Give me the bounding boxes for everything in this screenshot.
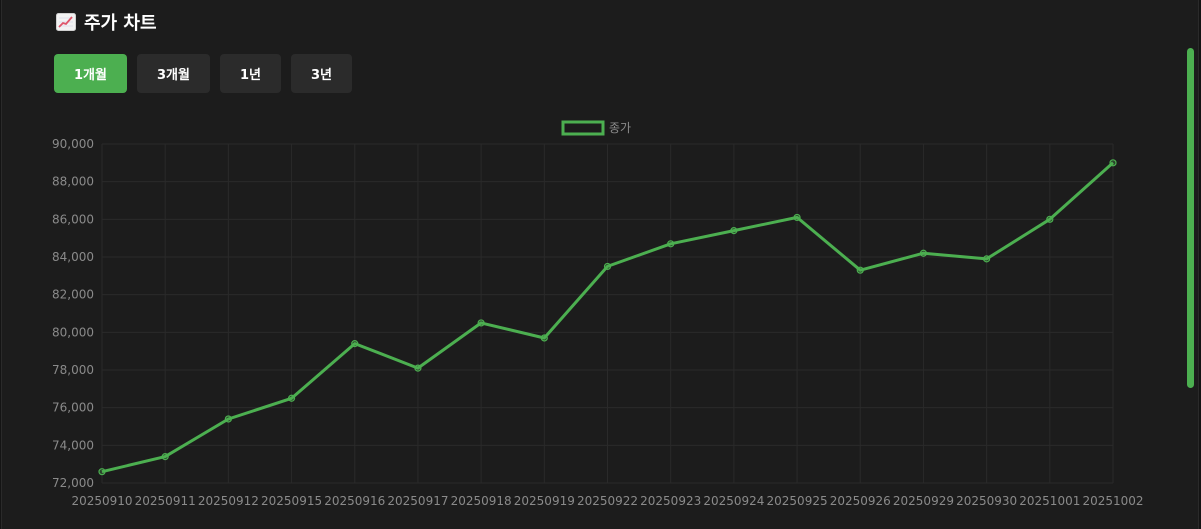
chart-grid <box>101 143 1114 484</box>
x-tick-label: 20250922 <box>577 494 638 508</box>
data-point[interactable] <box>793 213 801 222</box>
range-button-3m[interactable]: 3개월 <box>136 54 210 93</box>
x-tick-label: 20250911 <box>135 494 196 508</box>
range-button-3y[interactable]: 3년 <box>290 54 352 93</box>
x-tick-label: 20250916 <box>324 494 385 508</box>
x-tick-label: 20250930 <box>956 494 1017 508</box>
x-tick-label: 20250918 <box>451 494 512 508</box>
data-point[interactable] <box>351 340 359 348</box>
y-tick-label: 78,000 <box>52 363 94 377</box>
legend-label: 종가 <box>609 121 631 135</box>
price-line-chart: 종가 72,000 74,000 76,000 78,000 80,000 82,000 8… <box>52 120 1144 508</box>
range-selector: 1개월 3개월 1년 3년 <box>54 54 352 93</box>
chart-legend: 종가 <box>561 120 631 136</box>
y-tick-label: 76,000 <box>52 401 94 415</box>
series-line-close <box>101 161 1114 474</box>
y-tick-label: 90,000 <box>52 137 94 151</box>
y-tick-label: 74,000 <box>52 438 94 452</box>
data-point[interactable] <box>414 364 422 372</box>
data-point[interactable] <box>730 227 738 235</box>
y-tick-label: 84,000 <box>52 250 94 264</box>
x-tick-label: 20251001 <box>1019 494 1080 508</box>
range-button-1y[interactable]: 1년 <box>219 54 281 93</box>
data-point[interactable] <box>477 319 485 327</box>
data-point[interactable] <box>98 468 106 476</box>
page-title-text: 주가 차트 <box>84 13 157 34</box>
chart-increasing-icon <box>56 13 76 31</box>
legend-swatch <box>561 120 605 136</box>
data-point[interactable] <box>1109 159 1117 167</box>
data-point[interactable] <box>667 240 675 248</box>
data-point[interactable] <box>161 453 169 461</box>
x-tick-label: 20250917 <box>387 494 448 508</box>
data-point[interactable] <box>1046 215 1054 223</box>
x-tick-label: 20250924 <box>703 494 764 508</box>
y-axis-ticks: 72,000 74,000 76,000 78,000 80,000 82,000 84,0… <box>52 137 94 490</box>
x-tick-label: 20250929 <box>893 494 954 508</box>
x-tick-label: 20251002 <box>1082 494 1143 508</box>
data-point[interactable] <box>603 262 612 271</box>
y-tick-label: 80,000 <box>52 325 94 339</box>
y-tick-label: 72,000 <box>52 476 94 490</box>
data-point[interactable] <box>287 394 296 402</box>
x-tick-label: 20250923 <box>640 494 701 508</box>
x-axis-ticks: 20250910 20250911 20250912 20250915 20250916… <box>71 494 1143 508</box>
y-tick-label: 82,000 <box>52 288 94 302</box>
x-tick-label: 20250910 <box>71 494 132 508</box>
x-tick-label: 20250912 <box>198 494 259 508</box>
data-point[interactable] <box>540 334 548 342</box>
vertical-scrollbar[interactable] <box>1187 48 1194 388</box>
data-point[interactable] <box>224 415 232 423</box>
x-tick-label: 20250925 <box>767 494 828 508</box>
data-point[interactable] <box>983 255 991 263</box>
x-tick-label: 20250926 <box>830 494 891 508</box>
x-tick-label: 20250919 <box>514 494 575 508</box>
data-point[interactable] <box>919 249 928 257</box>
x-tick-label: 20250915 <box>261 494 322 508</box>
range-button-1m[interactable]: 1개월 <box>54 54 127 93</box>
page-title: 주가 차트 <box>56 9 157 35</box>
y-tick-label: 88,000 <box>52 175 94 189</box>
series-points <box>98 159 1117 476</box>
data-point[interactable] <box>856 266 864 274</box>
y-tick-label: 86,000 <box>52 212 94 226</box>
